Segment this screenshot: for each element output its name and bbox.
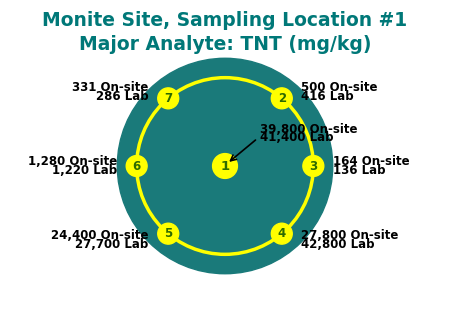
Text: 27,700 Lab: 27,700 Lab (76, 238, 148, 251)
Text: 7: 7 (164, 92, 172, 105)
Circle shape (126, 156, 147, 176)
Text: 164 On-site: 164 On-site (333, 155, 410, 168)
Text: 1: 1 (220, 159, 230, 173)
Text: 6: 6 (133, 159, 141, 173)
Circle shape (158, 223, 179, 244)
Text: 416 Lab: 416 Lab (302, 90, 354, 103)
Text: 4: 4 (278, 227, 286, 240)
Text: 2: 2 (278, 92, 286, 105)
Text: 41,400 Lab: 41,400 Lab (260, 131, 334, 144)
Text: Monite Site, Sampling Location #1: Monite Site, Sampling Location #1 (42, 11, 408, 30)
Circle shape (212, 154, 238, 178)
Text: 5: 5 (164, 227, 172, 240)
Text: 24,400 On-site: 24,400 On-site (51, 229, 149, 242)
Circle shape (158, 88, 179, 109)
Text: 500 On-site: 500 On-site (302, 81, 378, 94)
Text: 136 Lab: 136 Lab (333, 164, 385, 177)
Ellipse shape (117, 58, 333, 274)
Text: 1,220 Lab: 1,220 Lab (52, 164, 117, 177)
Text: Major Analyte: TNT (mg/kg): Major Analyte: TNT (mg/kg) (79, 36, 371, 54)
Text: 3: 3 (309, 159, 317, 173)
Circle shape (303, 156, 324, 176)
Text: 39,800 On-site: 39,800 On-site (260, 123, 358, 135)
Text: 42,800 Lab: 42,800 Lab (302, 238, 375, 251)
Circle shape (271, 88, 292, 109)
Circle shape (271, 223, 292, 244)
Text: 286 Lab: 286 Lab (96, 90, 148, 103)
Text: 331 On-site: 331 On-site (72, 81, 148, 94)
Text: 27,800 On-site: 27,800 On-site (302, 229, 399, 242)
Text: 1,280 On-site: 1,280 On-site (28, 155, 117, 168)
